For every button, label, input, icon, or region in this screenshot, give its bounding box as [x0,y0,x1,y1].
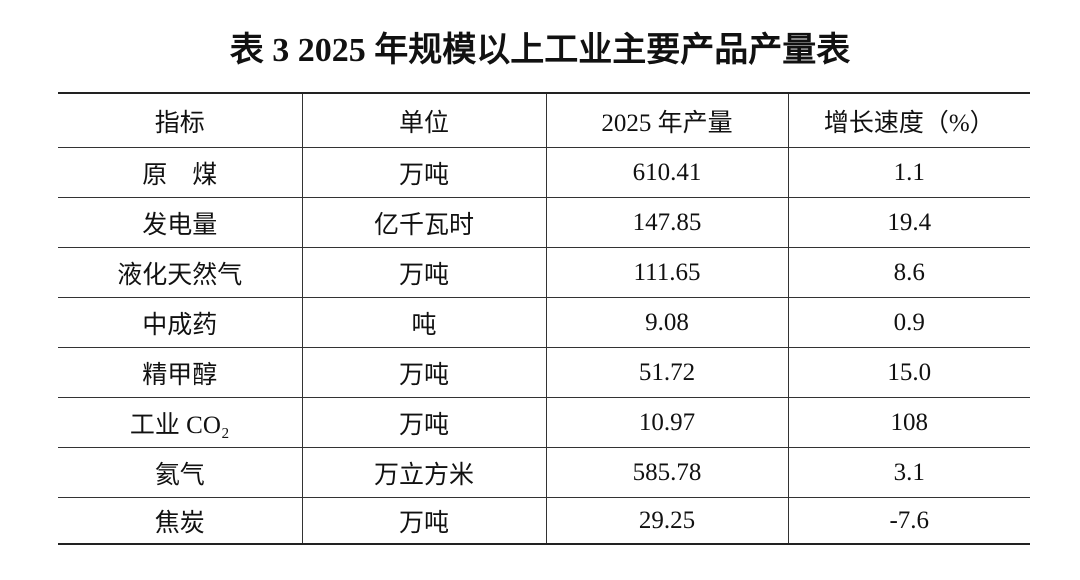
table-cell: 610.41 [545,147,788,198]
table-row: 工业 CO₂ 万吨 10.97 108 [58,397,1030,448]
table-cell: 15.0 [787,347,1030,398]
table-cell: 29.25 [545,497,788,545]
table-cell: 万立方米 [301,447,546,498]
table-cell: 9.08 [545,297,788,348]
table-cell: 19.4 [787,197,1030,248]
table-cell: 亿千瓦时 [301,197,546,248]
table-cell: 焦炭 [58,497,302,545]
table-cell: 10.97 [545,397,788,448]
header-cell: 2025 年产量 [545,92,788,148]
table-cell: 万吨 [301,347,546,398]
table-cell: 原 煤 [58,147,302,198]
table-cell: 147.85 [545,197,788,248]
table-cell: 3.1 [787,447,1030,498]
table-row: 原 煤万吨 610.41 1.1 [58,147,1030,198]
table-cell: 吨 [301,297,546,348]
table-cell: 中成药 [58,297,302,348]
table-row: 氦气 万立方米 585.78 3.1 [58,447,1030,498]
table-cell: 万吨 [301,397,546,448]
table-cell: 585.78 [545,447,788,498]
table-cell: 氦气 [58,447,302,498]
table-cell: -7.6 [787,497,1030,545]
header-cell: 指标 [58,92,302,148]
header-cell: 单位 [301,92,546,148]
table-row: 发电量 亿千瓦时 147.85 19.4 [58,197,1030,248]
data-table: 指标 单位 2025 年产量 增长速度（%） 原 煤万吨 610.41 1.1 发电量 亿千瓦… [58,92,1030,545]
table-cell: 万吨 [301,247,546,298]
table-cell: 发电量 [58,197,302,248]
table-row: 焦炭 万吨 29.25 -7.6 [58,497,1030,545]
table-cell: 51.72 [545,347,788,398]
header-cell: 增长速度（%） [787,92,1030,148]
table-row: 精甲醇 万吨 51.72 15.0 [58,347,1030,398]
header-row: 指标 单位 2025 年产量 增长速度（%） [58,92,1030,148]
table-cell: 精甲醇 [58,347,302,398]
table-cell: 工业 CO₂ [58,397,302,448]
table-cell: 108 [787,397,1030,448]
table-cell: 0.9 [787,297,1030,348]
table-cell: 1.1 [787,147,1030,198]
table-title: 表 3 2025 年规模以上工业主要产品产量表 [229,32,851,69]
table-cell: 111.65 [545,247,788,298]
table-cell: 万吨 [301,147,546,198]
table-row: 液化天然气 万吨 111.65 8.6 [58,247,1030,298]
table-cell: 液化天然气 [58,247,302,298]
table-row: 中成药吨 9.08 0.9 [58,297,1030,348]
table-cell: 万吨 [301,497,546,545]
table-body: 原 煤万吨 610.41 1.1 发电量 亿千瓦时 147.85 19.4 液化天然气 万吨 11… [58,147,1030,545]
table-cell: 8.6 [787,247,1030,298]
